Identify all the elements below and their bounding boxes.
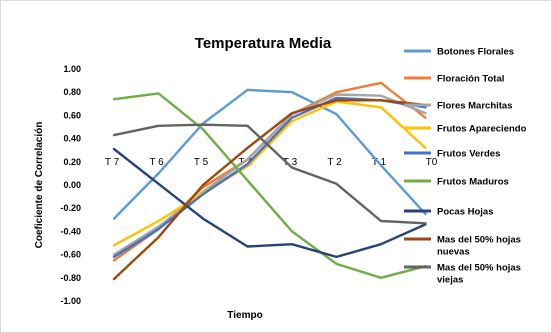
- legend-label: Mas del 50% hojas nuevas: [437, 235, 521, 258]
- y-tick-label: 0.60: [63, 110, 81, 120]
- y-tick-label: 0.20: [63, 157, 81, 167]
- y-tick-label: -0.40: [60, 226, 81, 236]
- series-line: [112, 92, 427, 279]
- x-category-label: T0: [426, 157, 438, 168]
- series-line: [112, 88, 427, 220]
- y-axis-label: Coeficiente de Correlación: [34, 122, 45, 249]
- y-tick-label: 1.00: [63, 64, 81, 74]
- y-tick-label: 0.80: [63, 87, 81, 97]
- chart-title: Temperatura Media: [195, 35, 332, 52]
- y-tick-label: -0.20: [60, 203, 81, 213]
- legend-label: Pocas Hojas: [437, 207, 494, 218]
- x-category-label: T 3: [283, 157, 298, 168]
- x-category-label: T 7: [105, 157, 120, 168]
- legend-label: Flores Marchitas: [437, 101, 513, 112]
- series-line: [112, 123, 427, 225]
- series-line: [112, 93, 427, 256]
- y-tick-label: -0.60: [60, 250, 81, 260]
- x-category-label: T 5: [194, 157, 209, 168]
- legend-label: Floración Total: [437, 74, 504, 85]
- y-tick-label: 0.40: [63, 134, 81, 144]
- x-category-label: T 2: [327, 157, 342, 168]
- legend-entry: Pocas Hojas: [404, 207, 494, 218]
- legend-entry: Botones Florales: [404, 47, 514, 58]
- series-line: [112, 99, 427, 281]
- y-tick-label: 0.00: [63, 180, 81, 190]
- series-line: [112, 147, 427, 259]
- plot-area: [112, 81, 427, 281]
- legend-label: Frutos Verdes: [437, 149, 500, 160]
- y-axis-ticks: 1.00 0.80 0.60 0.40 0.20 0.00 -0.20 -0.40 -0.60 -…: [60, 64, 81, 306]
- x-axis-label: Tiempo: [227, 310, 262, 321]
- legend-entry: Flores Marchitas: [404, 101, 513, 112]
- legend-entry: Floración Total: [404, 74, 504, 85]
- legend-entry: Frutos Maduros: [404, 177, 509, 188]
- legend-entry: Frutos Verdes: [404, 149, 500, 160]
- series-line: [112, 100, 427, 247]
- x-category-label: T 4: [238, 157, 253, 168]
- legend-label: Frutos Apareciendo: [437, 124, 527, 135]
- legend-entry: Frutos Apareciendo: [404, 124, 527, 135]
- legend-entry: Mas del 50% hojas nuevas: [404, 235, 521, 258]
- y-tick-label: -0.80: [60, 273, 81, 283]
- legend-label: Mas del 50% hojas viejas: [437, 263, 521, 286]
- legend-label: Botones Florales: [437, 47, 514, 58]
- legend-label: Frutos Maduros: [437, 177, 509, 188]
- x-category-label: T 6: [149, 157, 164, 168]
- legend: Botones Florales Floración Total Flores Ma…: [404, 47, 527, 286]
- y-tick-label: -1.00: [60, 296, 81, 306]
- legend-entry: Mas del 50% hojas viejas: [404, 263, 521, 286]
